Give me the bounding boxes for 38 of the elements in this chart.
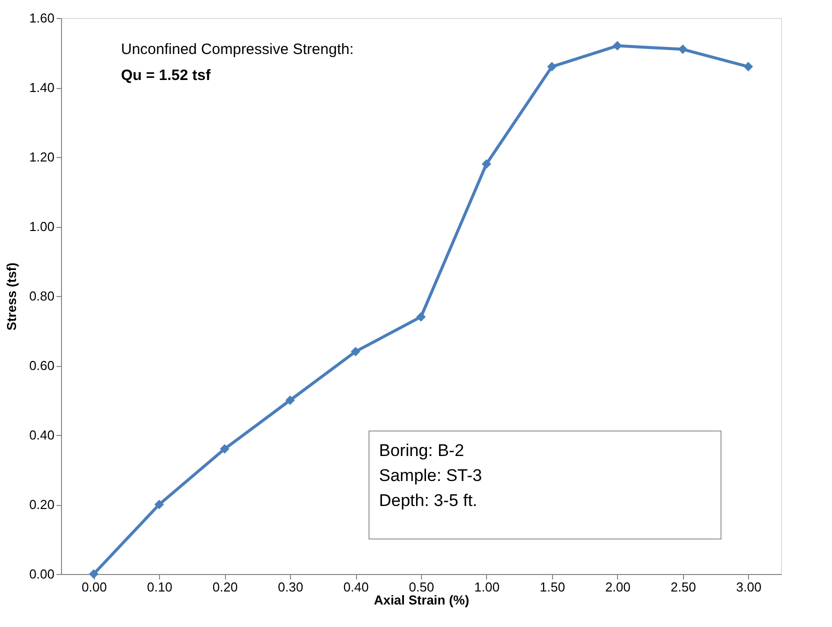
y-axis-title: Stress (tsf) bbox=[4, 262, 20, 330]
annotation: Depth: 3-5 ft. bbox=[379, 491, 478, 510]
annotation: Qu = 1.52 tsf bbox=[121, 67, 212, 84]
annotation: Boring: B-2 bbox=[379, 441, 464, 460]
point bbox=[678, 44, 688, 54]
point bbox=[350, 346, 360, 356]
point bbox=[547, 62, 557, 72]
y-tick-label: 1.20 bbox=[29, 150, 54, 164]
point bbox=[88, 569, 98, 579]
x-tick-label: 3.00 bbox=[736, 580, 762, 594]
point bbox=[220, 444, 230, 454]
x-tick-label: 0.20 bbox=[212, 580, 238, 594]
y-tick-label: 1.40 bbox=[29, 80, 54, 95]
x-axis-title: Axial Strain (%) bbox=[374, 592, 470, 608]
x-tick-label: 2.00 bbox=[605, 580, 631, 594]
point bbox=[416, 312, 426, 322]
y-tick-label: 0.00 bbox=[29, 566, 54, 582]
x-tick-label: 0.40 bbox=[343, 580, 369, 594]
annotation: Sample: ST-3 bbox=[379, 466, 482, 485]
y-tick-label: 0.20 bbox=[29, 497, 54, 512]
point bbox=[285, 396, 295, 405]
y-tick-label: 1.00 bbox=[29, 219, 54, 234]
y-tick-label: 0.80 bbox=[29, 288, 54, 304]
y-tick-label: 1.60 bbox=[29, 10, 54, 26]
x-tick-label: 0.10 bbox=[147, 580, 172, 594]
point bbox=[482, 159, 492, 169]
x-tick-label: 0.50 bbox=[408, 580, 434, 594]
x-tick-label: 1.50 bbox=[540, 580, 566, 594]
y-tick-label: 0.60 bbox=[29, 358, 54, 373]
x-tick-label: 0.00 bbox=[82, 580, 107, 594]
x-tick-label: 2.50 bbox=[670, 580, 696, 594]
annotation: Unconfined Compressive Strength: bbox=[121, 41, 354, 58]
point bbox=[612, 41, 622, 51]
x-tick-label: 0.30 bbox=[278, 580, 304, 594]
y-tick-label: 0.40 bbox=[29, 428, 54, 442]
point bbox=[744, 62, 754, 72]
point bbox=[154, 500, 164, 510]
x-tick-label: 1.00 bbox=[474, 580, 500, 594]
